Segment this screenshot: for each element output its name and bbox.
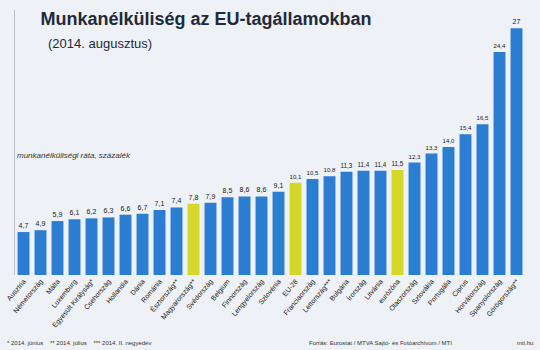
svg-text:Észtország**: Észtország** (148, 277, 181, 314)
svg-text:Románia: Románia (140, 278, 163, 304)
svg-text:Hollandia: Hollandia (105, 278, 129, 305)
svg-text:11,3: 11,3 (341, 162, 353, 169)
svg-text:8,6: 8,6 (240, 186, 250, 193)
svg-text:9,1: 9,1 (274, 182, 284, 189)
svg-text:10,1: 10,1 (290, 174, 302, 180)
svg-text:11,5: 11,5 (392, 160, 404, 167)
svg-text:Bulgária: Bulgária (328, 278, 351, 303)
svg-text:10,5: 10,5 (307, 170, 319, 176)
svg-text:Franciaország: Franciaország (282, 278, 317, 317)
svg-text:7,1: 7,1 (155, 200, 165, 207)
svg-text:Forrás: Eurostat / MTVA Sajtó-: Forrás: Eurostat / MTVA Sajtó- és Fotóar… (309, 340, 452, 346)
svg-text:4,7: 4,7 (19, 222, 29, 229)
svg-text:Luxemburg: Luxemburg (50, 278, 79, 310)
svg-text:8,6: 8,6 (257, 186, 267, 193)
svg-text:6,7: 6,7 (138, 204, 148, 211)
svg-text:(2014. augusztus): (2014. augusztus) (48, 36, 152, 51)
svg-text:6,6: 6,6 (121, 205, 131, 212)
svg-text:Litvánia: Litvánia (363, 278, 384, 301)
svg-text:Szlovénia: Szlovénia (257, 278, 282, 306)
svg-text:eurózóna: eurózóna (377, 278, 401, 305)
svg-text:Lettország***: Lettország*** (301, 278, 334, 315)
svg-text:Spanyolország: Spanyolország (468, 278, 504, 319)
svg-text:Dánia: Dánia (129, 278, 146, 297)
svg-text:11,4: 11,4 (375, 161, 387, 168)
svg-text:Magyarország**: Magyarország** (160, 278, 198, 322)
svg-text:Egyesült Királyság*: Egyesült Királyság* (51, 278, 96, 330)
svg-text:Olaszország: Olaszország (388, 278, 419, 313)
svg-text:7,8: 7,8 (189, 194, 199, 201)
svg-text:Horvátország: Horvátország (454, 278, 487, 315)
svg-text:8,5: 8,5 (223, 187, 233, 194)
svg-text:Szlovákia: Szlovákia (410, 278, 435, 306)
svg-text:Portugália: Portugália (426, 278, 452, 307)
svg-text:13,3: 13,3 (426, 145, 438, 151)
svg-text:11,4: 11,4 (358, 161, 370, 168)
svg-text:Svédország: Svédország (185, 278, 215, 312)
svg-text:12,3: 12,3 (409, 154, 421, 160)
svg-text:* 2014. június ** 2014. júl: * 2014. június ** 2014. július *** 2014.… (7, 340, 151, 346)
svg-text:EU-28: EU-28 (281, 278, 299, 298)
svg-text:16,5: 16,5 (477, 115, 489, 121)
svg-text:7,4: 7,4 (172, 197, 182, 204)
svg-text:Írország: Írország (345, 277, 368, 302)
svg-text:14,0: 14,0 (443, 138, 455, 144)
svg-text:15,4: 15,4 (460, 125, 472, 131)
svg-text:Málta: Málta (45, 278, 61, 296)
svg-text:mti.hu: mti.hu (517, 340, 533, 346)
svg-text:Finnország: Finnország (220, 278, 248, 310)
svg-text:7,9: 7,9 (206, 193, 216, 200)
svg-text:Munkanélküliség az EU-tagállam: Munkanélküliség az EU-tagállamokban (41, 9, 372, 29)
svg-text:Csehország: Csehország (83, 278, 113, 312)
svg-text:munkanélküliségi ráta, százalé: munkanélküliségi ráta, százalék (17, 151, 131, 160)
svg-text:6,3: 6,3 (104, 207, 114, 214)
svg-text:6,2: 6,2 (87, 208, 97, 215)
svg-text:Lengyelország: Lengyelország (230, 278, 265, 318)
svg-text:10,8: 10,8 (324, 167, 336, 173)
svg-text:Ciprus: Ciprus (451, 278, 470, 299)
svg-text:24,4: 24,4 (494, 43, 506, 49)
svg-text:6,1: 6,1 (70, 209, 80, 216)
svg-text:Ausztria: Ausztria (5, 278, 27, 302)
svg-text:Görögország**: Görögország** (485, 278, 521, 319)
svg-text:Németország: Németország (12, 278, 45, 315)
svg-text:Belgium: Belgium (209, 278, 231, 303)
svg-text:27: 27 (513, 18, 521, 25)
svg-text:4,9: 4,9 (36, 220, 46, 227)
svg-text:5,9: 5,9 (53, 211, 63, 218)
